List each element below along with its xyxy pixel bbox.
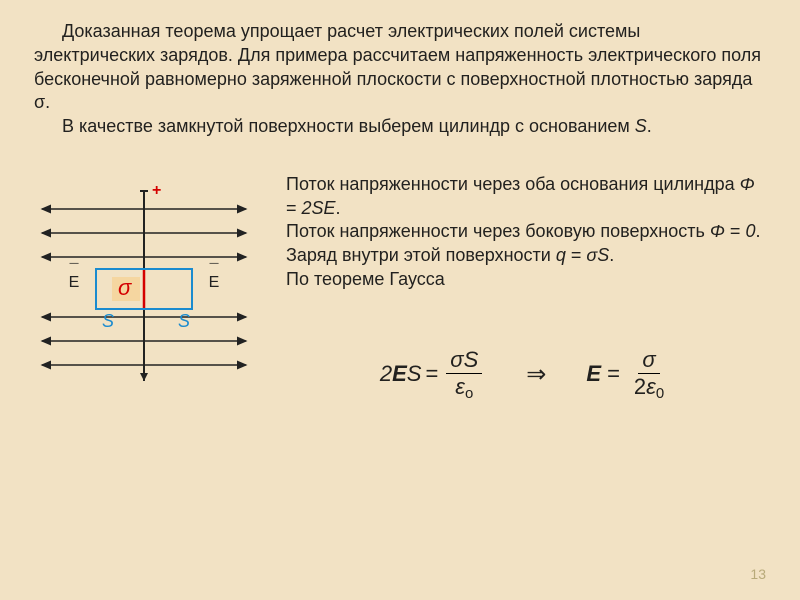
intro-p2-prefix: В качестве замкнутой поверхности выберем…: [62, 116, 635, 136]
svg-text:¯: ¯: [209, 262, 219, 279]
diagram: +σE¯E¯SS: [34, 167, 254, 408]
page-number: 13: [750, 566, 766, 582]
intro-p2-var: S: [635, 116, 647, 136]
svg-text:σ: σ: [118, 275, 132, 300]
intro-text: Доказанная теорема упрощает расчет элект…: [34, 20, 766, 139]
eq-left: 2ES = σS εo: [380, 347, 486, 402]
fraction-2: σ 2ε0: [630, 347, 668, 402]
explain-line-2: Поток напряженности через боковую поверх…: [286, 220, 766, 268]
diagram-svg: +σE¯E¯SS: [34, 173, 254, 403]
intro-p2: В качестве замкнутой поверхности выберем…: [34, 115, 766, 139]
implies-arrow: ⇒: [526, 360, 546, 389]
explain-line-3: По теореме Гаусса: [286, 268, 766, 292]
intro-p1: Доказанная теорема упрощает расчет элект…: [34, 20, 766, 115]
content-row: +σE¯E¯SS Поток напряженности через оба о…: [34, 167, 766, 408]
svg-text:+: +: [152, 182, 161, 199]
slide: Доказанная теорема упрощает расчет элект…: [0, 0, 800, 600]
right-column: Поток напряженности через оба основания …: [286, 173, 766, 402]
svg-text:S: S: [178, 311, 190, 331]
eq-right: E = σ 2ε0: [586, 347, 672, 402]
explain-line-1: Поток напряженности через оба основания …: [286, 173, 766, 221]
equation-row: 2ES = σS εo ⇒ E = σ 2ε0: [286, 347, 766, 402]
svg-text:¯: ¯: [69, 262, 79, 279]
fraction-1: σS εo: [446, 347, 482, 402]
explanation: Поток напряженности через оба основания …: [286, 173, 766, 292]
intro-p2-suffix: .: [647, 116, 652, 136]
svg-text:S: S: [102, 311, 114, 331]
